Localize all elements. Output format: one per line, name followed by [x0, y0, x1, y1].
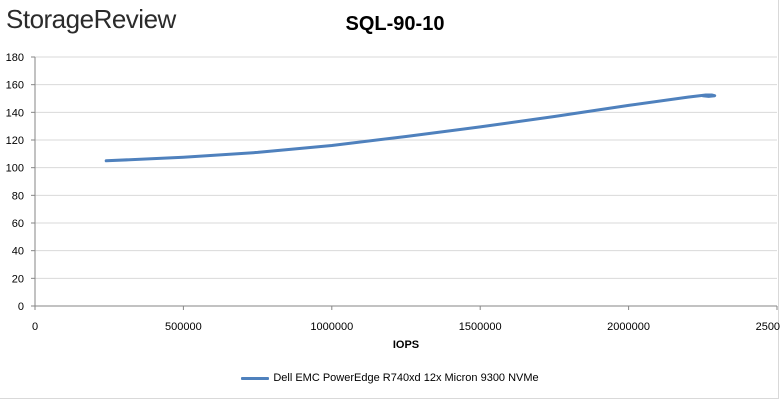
x-tick-label: 1500000: [459, 321, 502, 333]
legend-swatch: [241, 376, 270, 380]
y-tick-label: 160: [6, 80, 24, 92]
y-tick-labels: 0 20 40 60 80 100 120 140 160 180: [6, 52, 24, 313]
y-tick-label: 100: [6, 163, 24, 175]
y-tick-label: 60: [12, 218, 24, 230]
x-tick-label: 500000: [165, 321, 202, 333]
y-tick-label: 180: [6, 52, 24, 64]
x-axis-label: IOPS: [393, 339, 419, 351]
legend: Dell EMC PowerEdge R740xd 12x Micron 930…: [0, 372, 780, 384]
x-tick-label: 0: [32, 321, 38, 333]
legend-entry: Dell EMC PowerEdge R740xd 12x Micron 930…: [273, 372, 539, 384]
gridlines: [35, 56, 777, 279]
y-tick-label: 140: [6, 107, 24, 119]
y-tick-label: 40: [12, 246, 24, 258]
series-lines: [104, 93, 717, 163]
chart-title: SQL-90-10: [345, 13, 445, 35]
y-tick-label: 80: [12, 190, 24, 202]
x-tick-label: 2000000: [607, 321, 650, 333]
x-tick-label: 2500000: [756, 321, 780, 333]
x-tick-labels: 0 500000 1000000 1500000 2000000 2500000: [32, 321, 780, 333]
axes: [31, 56, 778, 310]
y-tick-label: 0: [18, 301, 24, 313]
brand-logo: StorageReview: [6, 4, 176, 34]
y-tick-label: 120: [6, 135, 24, 147]
y-tick-label: 20: [12, 273, 24, 285]
series-line: [104, 93, 717, 163]
x-tick-label: 1000000: [310, 321, 353, 333]
